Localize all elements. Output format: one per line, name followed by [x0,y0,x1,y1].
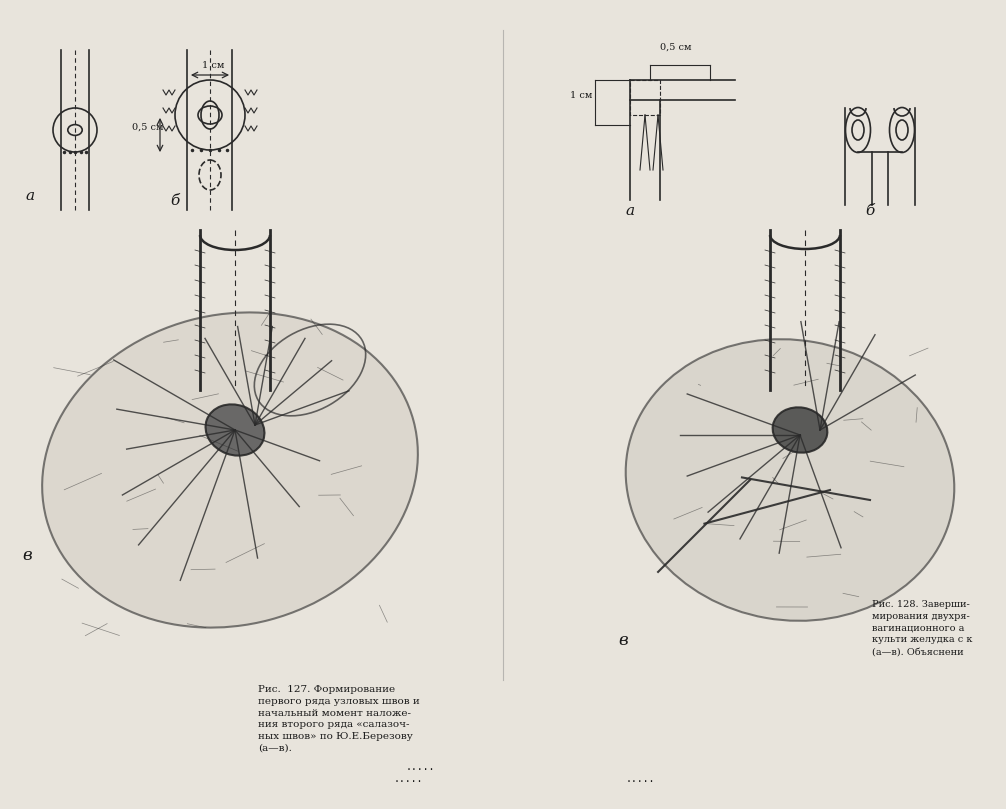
Text: а: а [25,189,34,203]
Text: Рис.  127. Формирование
первого ряда узловых швов и
начальный момент наложе-
ния: Рис. 127. Формирование первого ряда узло… [258,685,420,753]
Text: .....: ..... [405,762,435,772]
Ellipse shape [626,339,955,621]
Text: 0,5 см: 0,5 см [132,123,164,132]
Text: а: а [625,204,634,218]
Text: в: в [618,632,628,649]
Text: б: б [865,204,874,218]
Text: б: б [170,194,179,208]
Text: 1 см: 1 см [570,91,593,100]
Text: 1 см: 1 см [202,61,224,70]
Text: в: в [22,547,31,564]
Text: .....: ..... [626,774,655,784]
Text: Рис. 128. Заверши-
мирования двухря-
вагинационного а
культи желудка с к
(а—в). : Рис. 128. Заверши- мирования двухря- ваг… [872,600,973,656]
Ellipse shape [205,404,265,455]
Bar [630,80,660,115]
Ellipse shape [42,312,417,628]
Text: .....: ..... [393,774,423,784]
Text: 0,5 см: 0,5 см [660,43,691,52]
Ellipse shape [773,408,827,453]
